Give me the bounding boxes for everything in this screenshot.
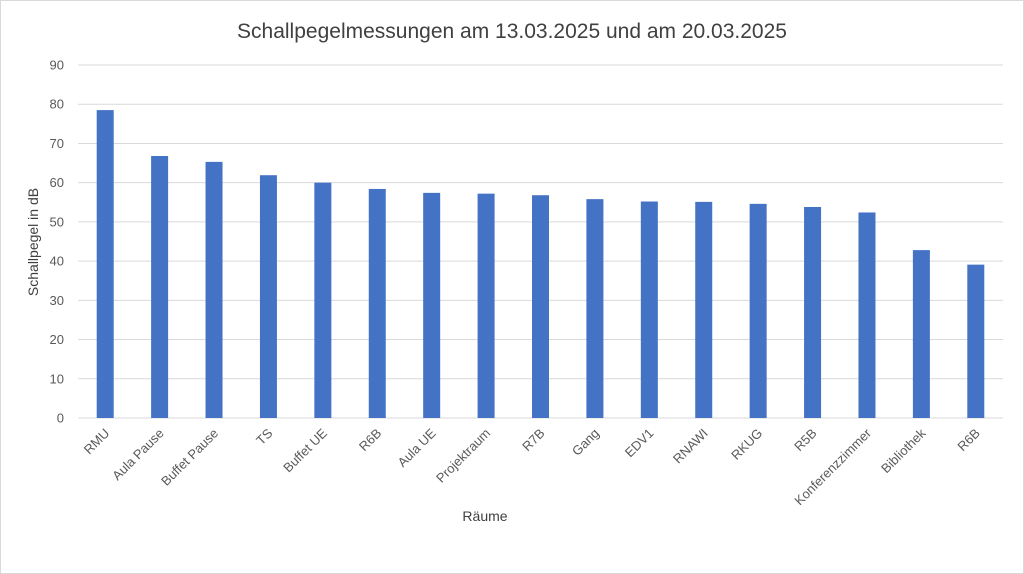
- bar: [259, 175, 277, 418]
- y-tick-label: 40: [50, 254, 64, 269]
- y-tick-label: 60: [50, 175, 64, 190]
- bar: [804, 206, 822, 418]
- y-tick-label: 50: [50, 214, 64, 229]
- gridlines: [78, 64, 1003, 419]
- x-tick-label: R7B: [519, 426, 547, 454]
- bar: [586, 199, 604, 418]
- y-tick-label: 10: [50, 371, 64, 386]
- x-tick-label: RKUG: [728, 426, 765, 463]
- bar: [858, 212, 876, 418]
- bar: [423, 192, 441, 418]
- x-tick-label: R5B: [791, 426, 819, 454]
- x-tick-label: R6B: [954, 426, 982, 454]
- x-tick-label: Aula Pause: [109, 426, 167, 484]
- bar: [967, 264, 985, 418]
- x-tick-label: EDV1: [622, 426, 657, 461]
- bar: [314, 182, 332, 418]
- bar: [477, 193, 495, 418]
- bar: [368, 188, 386, 418]
- bar: [695, 201, 713, 418]
- x-tick-label: RNAWI: [670, 426, 711, 467]
- bar: [912, 250, 930, 418]
- y-tick-label: 0: [57, 411, 64, 426]
- bar: [205, 161, 223, 418]
- x-tick-label: TS: [253, 425, 276, 448]
- y-tick-label: 80: [50, 97, 64, 112]
- x-tick-label: Projektraum: [433, 426, 493, 486]
- x-tick-label: RMU: [81, 426, 113, 458]
- y-axis-title: Schallpegel in dB: [25, 188, 41, 296]
- bar: [96, 110, 114, 418]
- x-tick-label: Bibliothek: [878, 425, 929, 476]
- x-tick-label: Buffet UE: [280, 425, 330, 475]
- bar: [640, 201, 658, 418]
- y-axis-ticks: 0 10 20 30 40 50 60 70 80 90: [50, 58, 64, 426]
- x-axis-title: Räume: [462, 508, 507, 524]
- y-tick-label: 30: [50, 293, 64, 308]
- bar: [749, 203, 767, 418]
- y-tick-label: 20: [50, 332, 64, 347]
- chart-title: Schallpegelmessungen am 13.03.2025 und a…: [237, 20, 787, 43]
- bar: [532, 195, 549, 418]
- y-tick-label: 70: [50, 136, 64, 151]
- x-tick-label: R6B: [356, 426, 384, 454]
- bars: [96, 110, 985, 419]
- x-tick-label: Gang: [569, 426, 602, 459]
- x-tick-label: Aula UE: [394, 425, 439, 470]
- bar: [151, 155, 169, 419]
- x-tick-label: Buffet Pause: [158, 426, 221, 489]
- y-tick-label: 90: [50, 58, 64, 73]
